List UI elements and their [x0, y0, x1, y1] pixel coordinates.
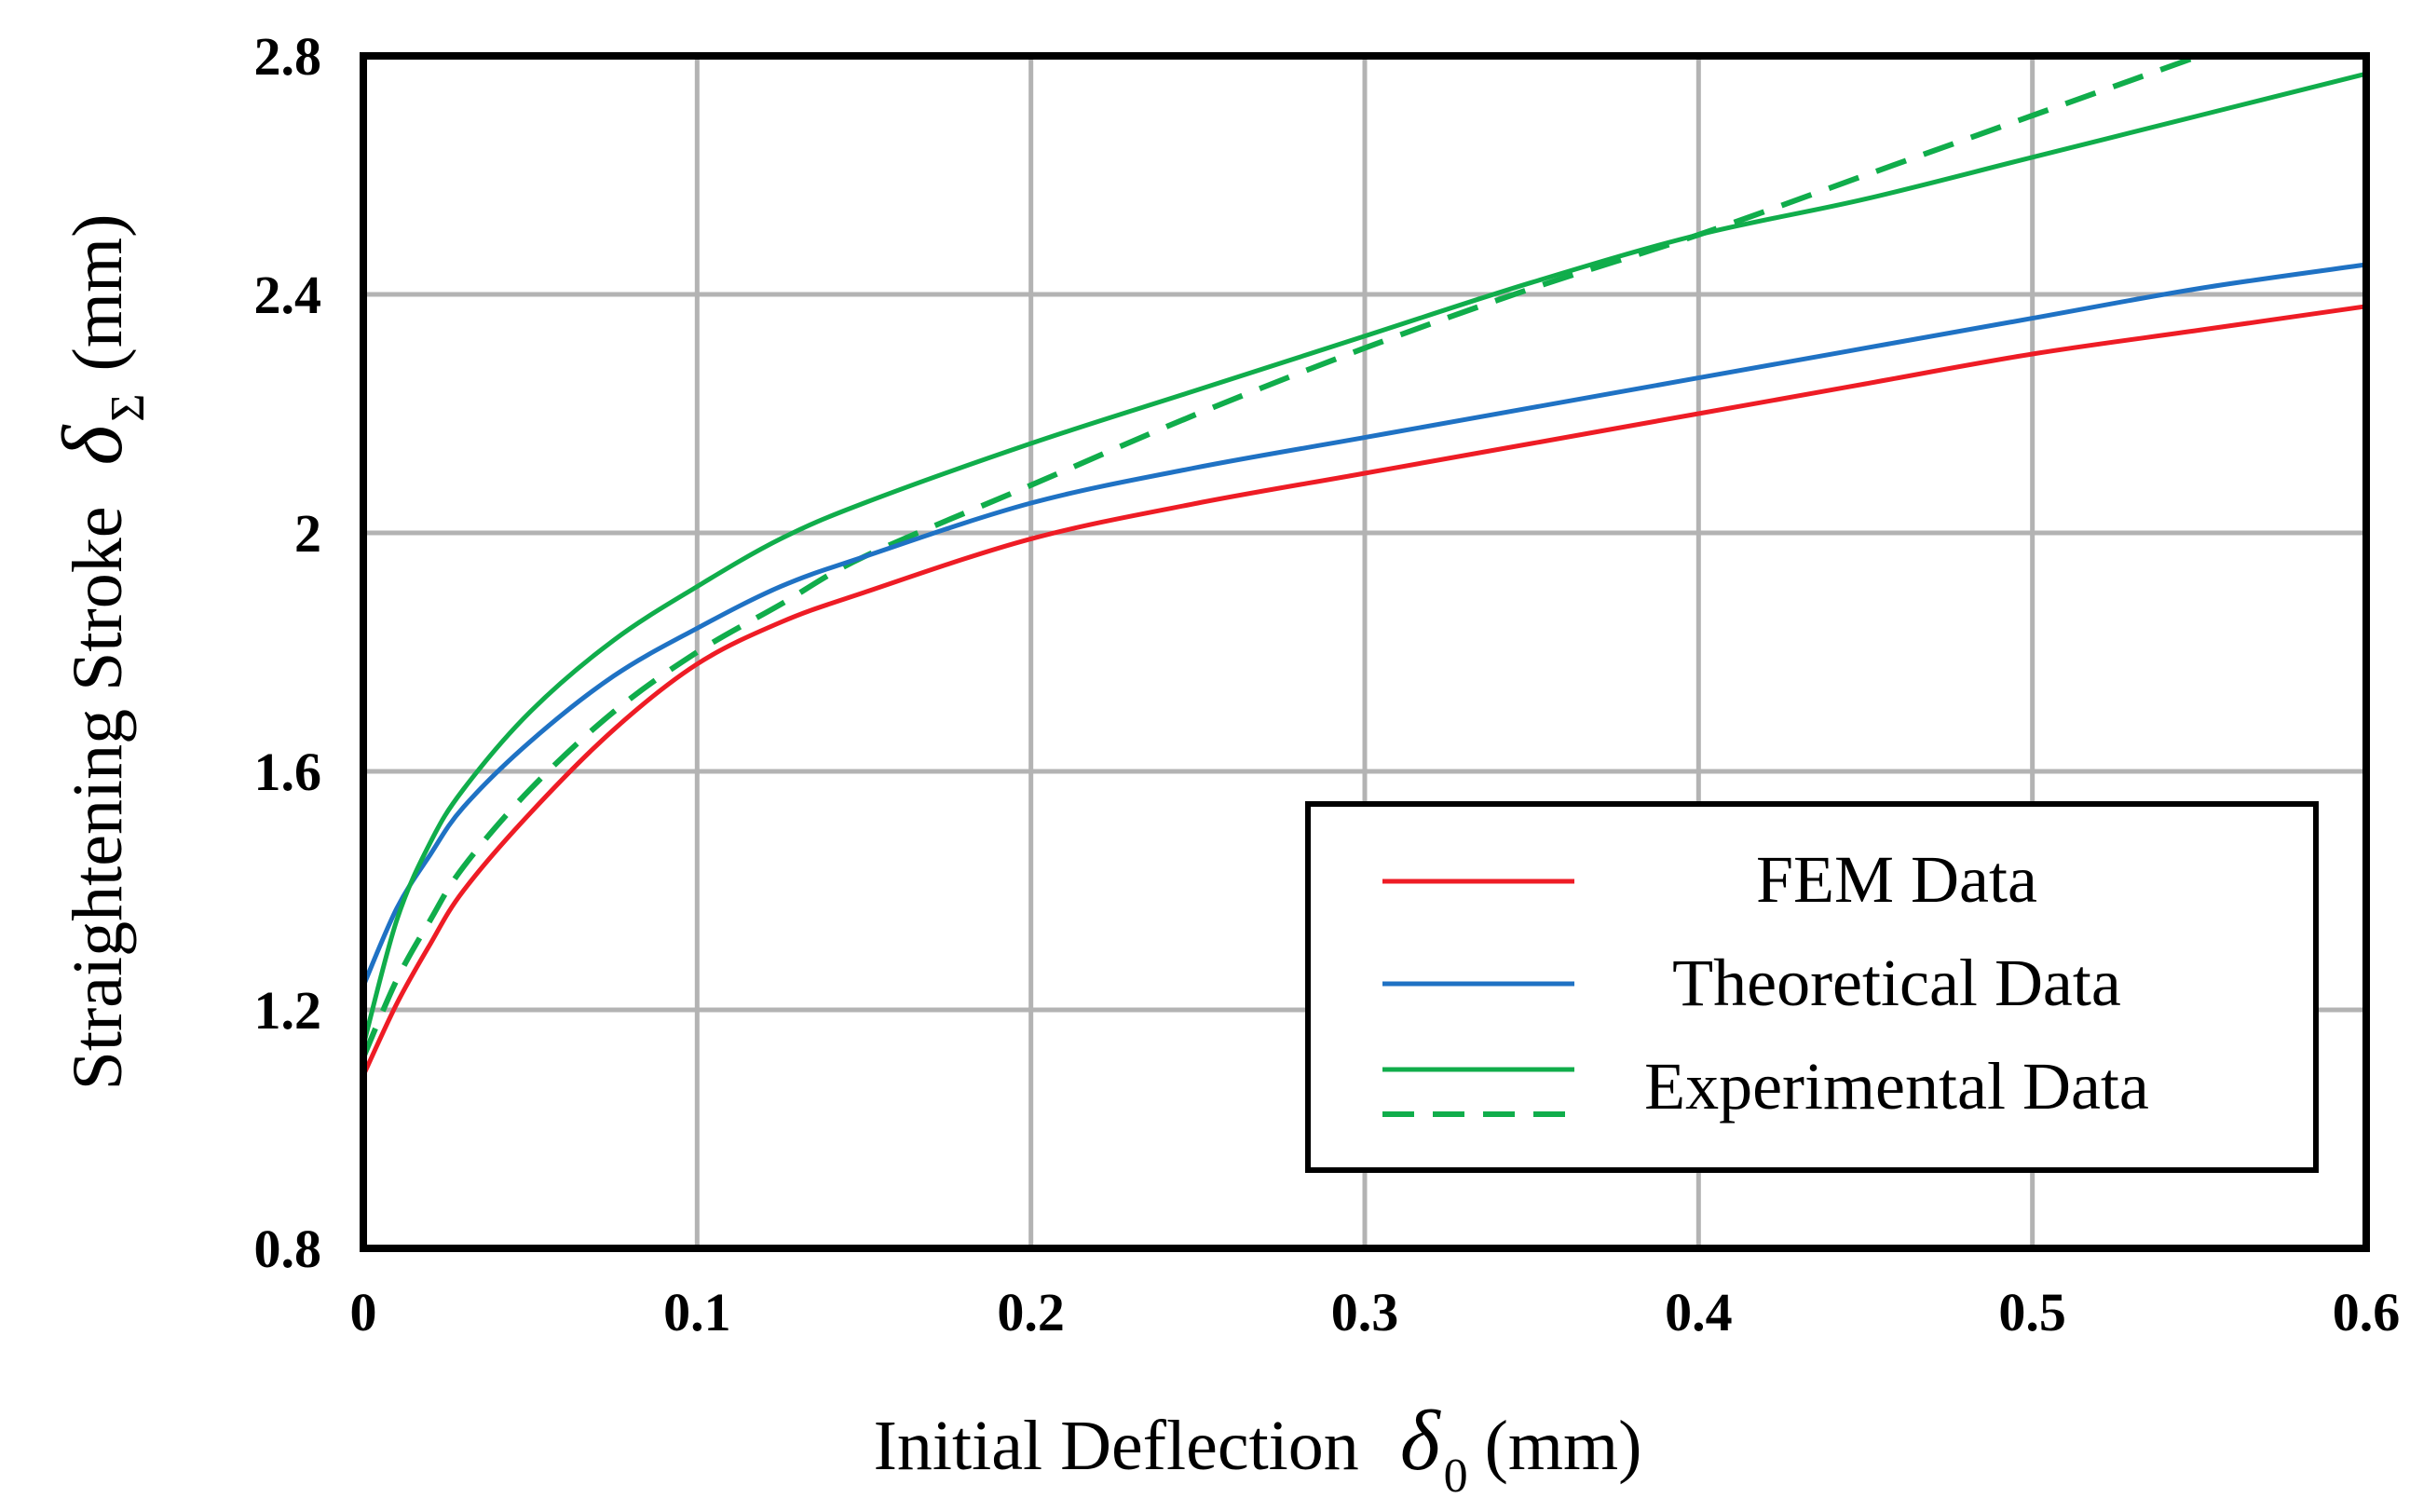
y-tick-label: 2.4	[254, 265, 322, 325]
legend-label-fem: FEM Data	[1756, 842, 2037, 917]
x-tick-label: 0.6	[2333, 1282, 2401, 1342]
x-tick-label: 0.4	[1665, 1282, 1733, 1342]
x-axis-label: Initial Deflection	[874, 1407, 1359, 1485]
x-tick-label: 0.2	[997, 1282, 1065, 1342]
y-tick-label: 1.6	[254, 742, 322, 802]
y-axis-subscript: Σ	[102, 393, 155, 421]
y-axis-title: Straightening Stroke δ Σ (mm)	[45, 214, 155, 1091]
series-group	[361, 53, 2367, 1077]
y-tick-label: 2	[294, 503, 321, 564]
series-line-experimental-data	[361, 71, 2367, 1047]
legend-box	[1305, 801, 2319, 1173]
series-line-theoretical-data	[361, 262, 2367, 988]
legend: FEM Data Theoretical Data Experimental D…	[1305, 801, 2319, 1173]
x-axis-title: Initial Deflection δ 0 (mm)	[874, 1393, 1642, 1503]
plot-frame	[360, 52, 2370, 1252]
series-line-experimental-data-dashed	[361, 53, 2200, 1059]
x-tick-label: 0.5	[1998, 1282, 2066, 1342]
y-axis-symbol: δ	[45, 424, 140, 465]
series-line-fem-data	[361, 304, 2367, 1077]
x-axis-symbol: δ	[1400, 1393, 1441, 1488]
y-tick-label: 1.2	[254, 980, 322, 1041]
y-axis-label: Straightening Stroke	[59, 506, 137, 1090]
x-axis-subscript: 0	[1444, 1450, 1468, 1503]
x-tick-labels: 0 0.1 0.2 0.3 0.4 0.5 0.6	[350, 1282, 2401, 1342]
x-axis-unit: (mm)	[1485, 1407, 1642, 1485]
y-tick-label: 0.8	[254, 1219, 322, 1279]
x-tick-label: 0.3	[1331, 1282, 1399, 1342]
x-tick-label: 0.1	[663, 1282, 731, 1342]
legend-label-theoretical: Theoretical Data	[1672, 946, 2121, 1020]
x-tick-label: 0	[350, 1282, 377, 1342]
y-axis-unit: (mm)	[59, 214, 137, 372]
y-tick-labels: 0.8 1.2 1.6 2 2.4 2.8	[254, 26, 322, 1279]
legend-label-experimental: Experimental Data	[1644, 1049, 2149, 1124]
y-tick-label: 2.8	[254, 26, 322, 87]
